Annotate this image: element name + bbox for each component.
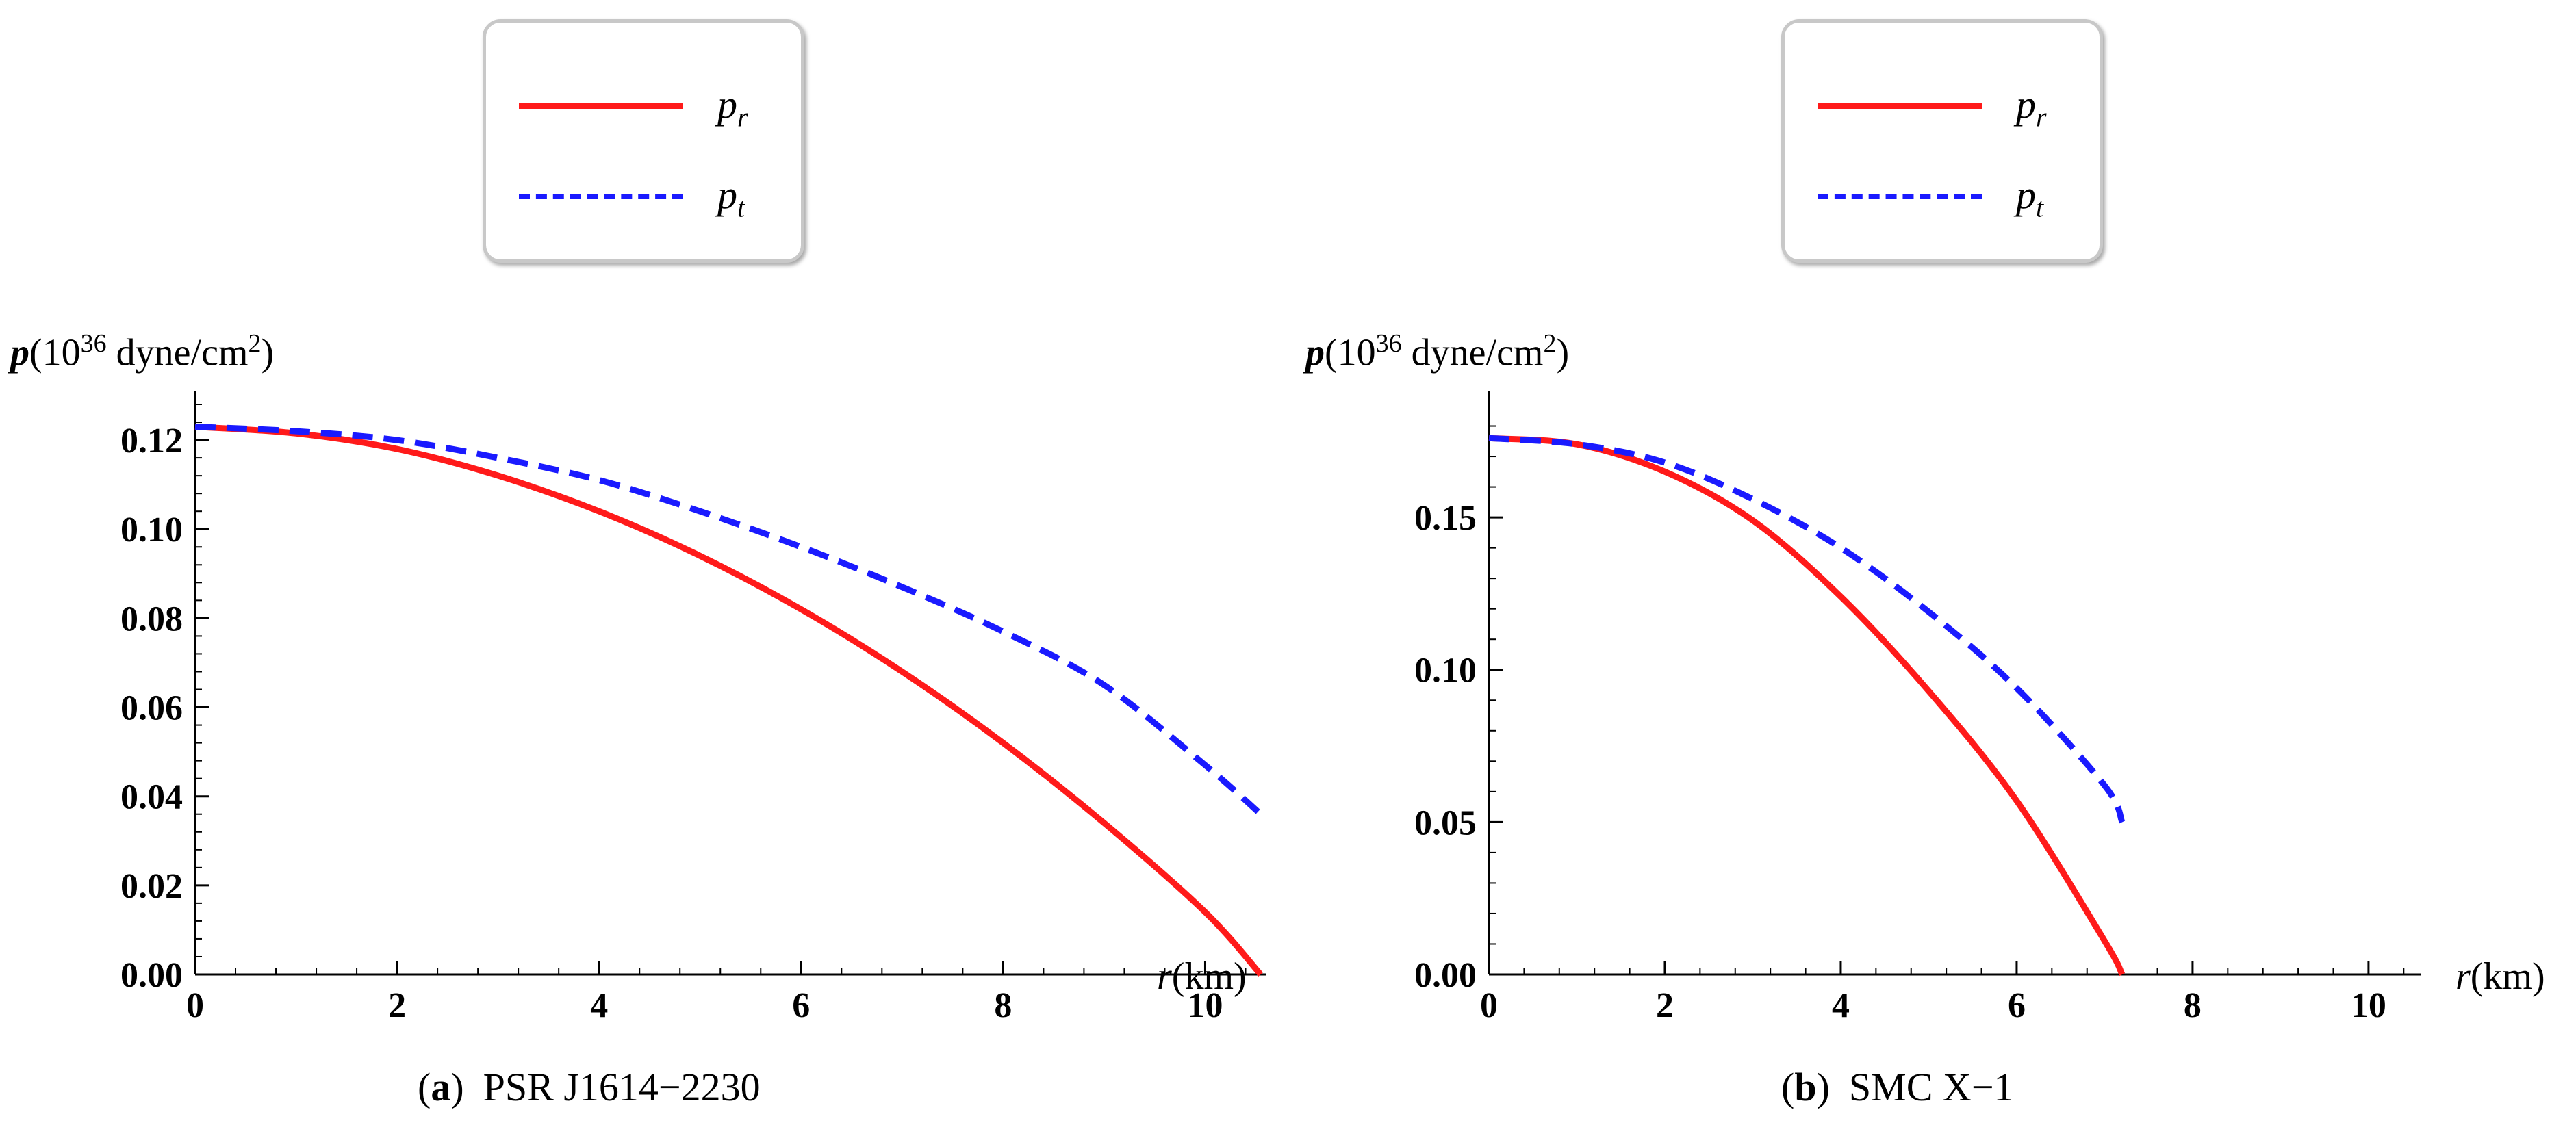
x-tick-label: 0	[186, 986, 204, 1025]
chart-panel-b: pr pt p(1036 dyne/cm2) r(km) 0 2 4 6 8 10 0.00…	[1288, 0, 2576, 1125]
y-tick-label: 0.06	[120, 689, 183, 728]
legend-item-pr: pr	[1818, 81, 2091, 133]
x-axis-label: r(km)	[2456, 955, 2545, 998]
plot-area: 0 2 4 6 8 10 0.00 0.02 0.04 0.06 0.08 0.10 0.12	[120, 391, 1266, 1025]
caption-text: PSR J1614−2230	[483, 1065, 761, 1109]
legend: pr pt	[1781, 19, 2103, 263]
series-line-p-t	[1488, 435, 2126, 824]
caption-letter: a	[431, 1065, 451, 1109]
x-tick-label: 4	[590, 986, 608, 1025]
legend-swatch-dashed-blue	[519, 194, 683, 199]
series-line-p-t	[194, 424, 1263, 817]
y-tick-label: 0.05	[1414, 803, 1477, 842]
caption-text: SMC X−1	[1848, 1065, 2014, 1109]
y-tick-label: 0.12	[120, 422, 183, 461]
x-axis-label: r(km)	[1157, 955, 1247, 998]
y-tick-label: 0.08	[120, 599, 183, 638]
x-tick-label: 2	[1656, 986, 1674, 1025]
legend-label-pt: pt	[717, 172, 745, 223]
y-tick-label: 0.00	[120, 956, 183, 995]
y-tick-label: 0.02	[120, 867, 183, 906]
x-tick-label: 10	[2351, 986, 2386, 1025]
series-line-p-r	[194, 424, 1263, 977]
x-tick-label: 0	[1480, 986, 1498, 1025]
caption: (b) SMC X−1	[1781, 1065, 2014, 1109]
caption: (a) PSR J1614−2230	[418, 1065, 761, 1109]
legend-swatch-dashed-blue	[1818, 194, 1982, 199]
legend-swatch-solid-red	[1818, 103, 1982, 109]
legend-item-pt: pt	[1818, 172, 2091, 223]
plot-area: 0 2 4 6 8 10 0.00 0.05 0.10 0.15	[1414, 391, 2421, 1025]
x-tick-label: 2	[388, 986, 406, 1025]
y-tick-label: 0.00	[1414, 956, 1477, 995]
x-tick-label: 6	[792, 986, 810, 1025]
legend-item-pr: pr	[519, 81, 793, 133]
legend-item-pt: pt	[519, 172, 793, 223]
y-axis-label: p(1036 dyne/cm2)	[1305, 329, 1570, 374]
x-tick-label: 8	[2184, 986, 2202, 1025]
chart-panel-a: pr pt p(1036 dyne/cm2) r(km) 0 2 4 6 8 10 0.00…	[10, 19, 1266, 1109]
legend-label-pr: pr	[717, 82, 748, 133]
y-tick-label: 0.15	[1414, 499, 1477, 538]
x-tick-label: 6	[2008, 986, 2026, 1025]
y-tick-label: 0.10	[120, 510, 183, 549]
x-tick-label: 4	[1832, 986, 1850, 1025]
x-tick-label: 8	[994, 986, 1012, 1025]
legend-label-pr: pr	[2016, 82, 2047, 133]
legend-swatch-solid-red	[519, 103, 683, 109]
series-line-p-r	[1488, 435, 2126, 977]
legend-label-pt: pt	[2016, 172, 2044, 223]
caption-letter: b	[1794, 1065, 1817, 1109]
y-tick-label: 0.04	[120, 778, 183, 817]
legend: pr pt	[483, 19, 804, 263]
x-tick-label: 10	[1187, 986, 1223, 1025]
y-axis-label: p(1036 dyne/cm2)	[10, 329, 275, 374]
y-tick-label: 0.10	[1414, 651, 1477, 690]
